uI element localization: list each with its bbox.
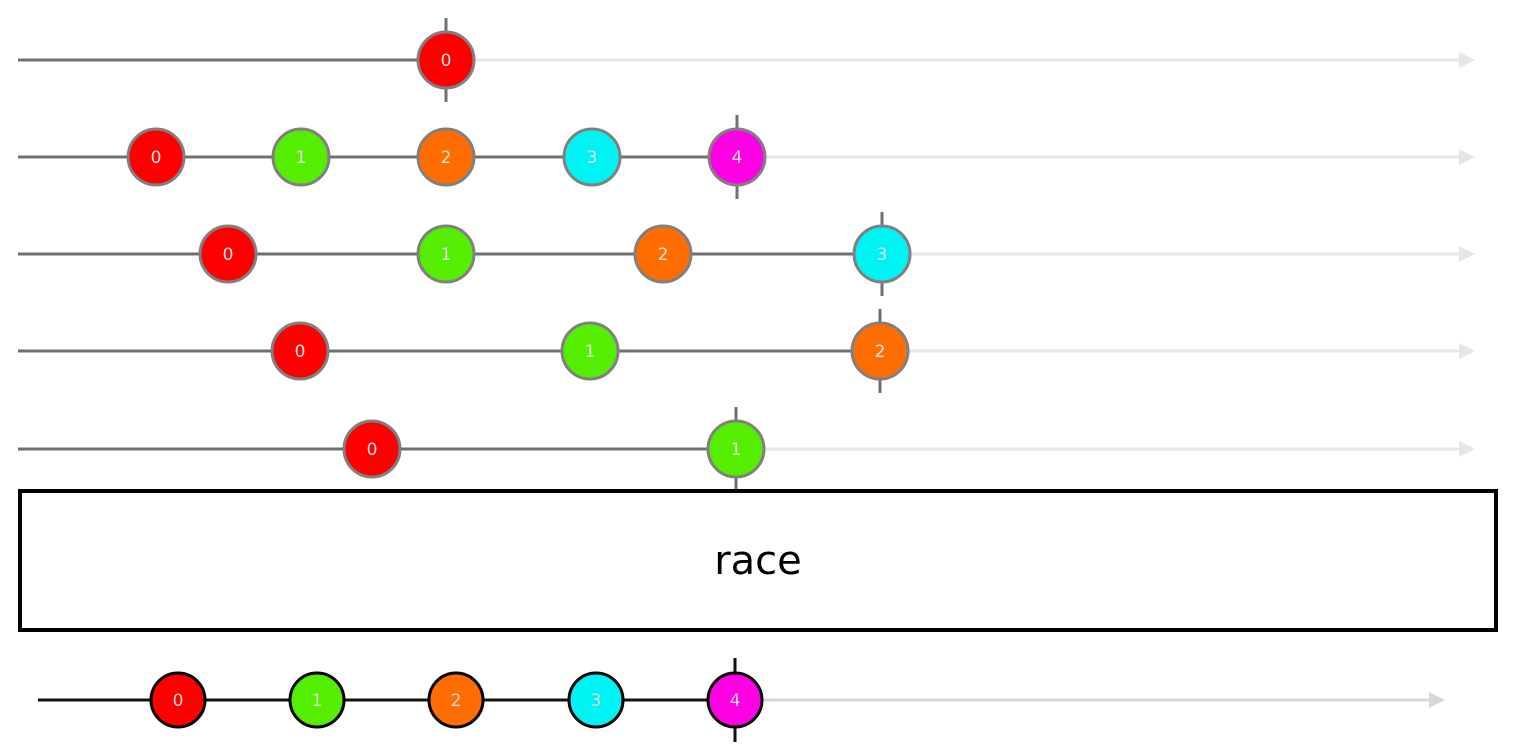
output-marble	[706, 671, 764, 729]
marble-label: 3	[587, 148, 598, 168]
marble	[342, 419, 402, 479]
stream-arrowhead	[1459, 246, 1475, 262]
marble	[633, 224, 693, 284]
operator-box: race	[18, 489, 1498, 632]
marble-label: 2	[875, 342, 886, 362]
output-marble	[288, 671, 346, 729]
marble-label: 0	[295, 342, 306, 362]
marble-label: 1	[585, 342, 596, 362]
stream-arrowhead	[1459, 149, 1475, 165]
marble-label: 0	[441, 51, 452, 71]
output-marble-label: 0	[173, 691, 184, 711]
output-marble-label: 4	[730, 691, 741, 711]
output-marble-label: 1	[312, 691, 323, 711]
marble	[416, 127, 476, 187]
marble-label: 1	[731, 440, 742, 460]
marble-label: 3	[877, 245, 888, 265]
stream-arrowhead	[1459, 343, 1475, 359]
marble	[852, 224, 912, 284]
stream-arrowhead	[1459, 441, 1475, 457]
output-arrowhead	[1429, 692, 1445, 708]
output-marble	[567, 671, 625, 729]
output-marble-label: 3	[591, 691, 602, 711]
marble	[707, 127, 767, 187]
marble-label: 1	[441, 245, 452, 265]
marble	[560, 321, 620, 381]
marble	[706, 419, 766, 479]
output-marble	[427, 671, 485, 729]
marble-label: 2	[441, 148, 452, 168]
marble-label: 4	[732, 148, 743, 168]
marble-label: 0	[223, 245, 234, 265]
marble-label: 2	[658, 245, 669, 265]
output-marble-label: 2	[451, 691, 462, 711]
marble	[126, 127, 186, 187]
marble	[850, 321, 910, 381]
marble	[562, 127, 622, 187]
marble-label: 0	[151, 148, 162, 168]
marble	[270, 321, 330, 381]
marble	[271, 127, 331, 187]
operator-label: race	[714, 537, 802, 584]
marble-label: 1	[296, 148, 307, 168]
marble-label: 0	[367, 440, 378, 460]
marble	[416, 30, 476, 90]
output-marble	[149, 671, 207, 729]
marble	[416, 224, 476, 284]
stream-arrowhead	[1459, 52, 1475, 68]
marble	[198, 224, 258, 284]
